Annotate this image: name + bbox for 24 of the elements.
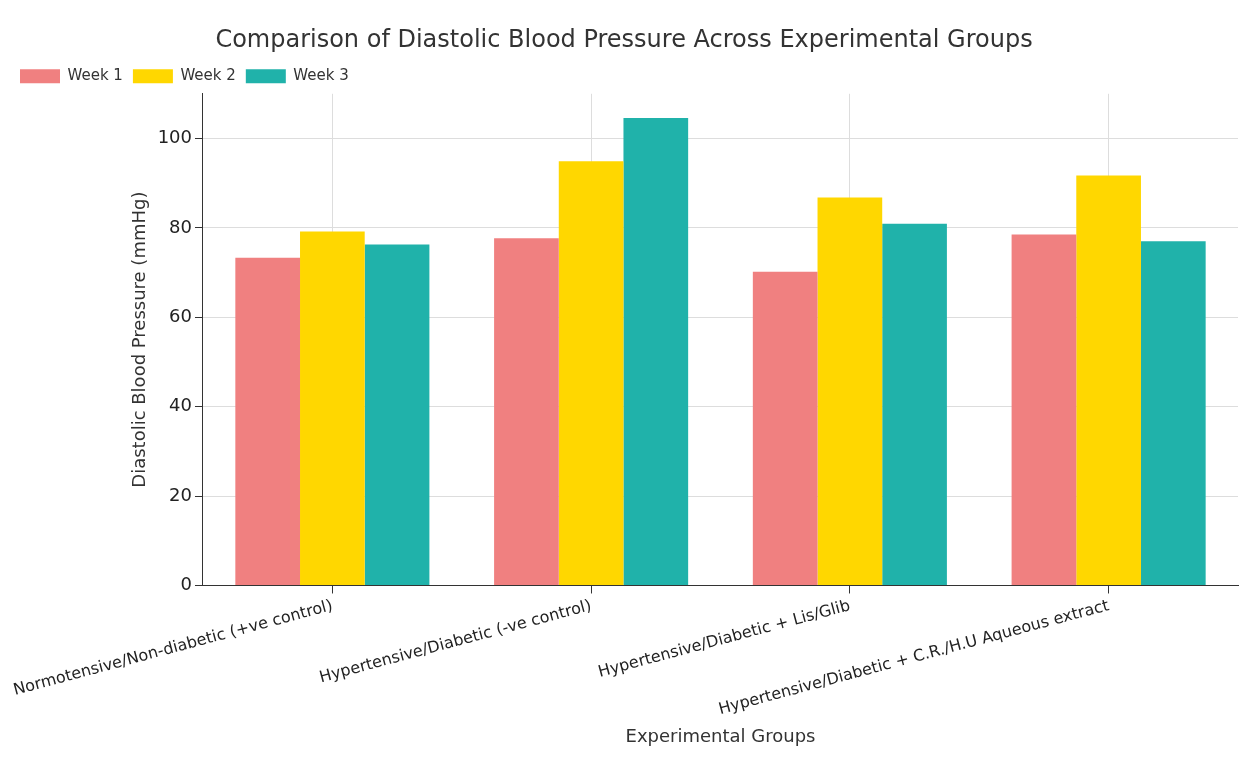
bar xyxy=(1011,234,1077,585)
y-tick-label: 40 xyxy=(169,394,192,416)
bar xyxy=(623,117,689,585)
y-tick-label: 20 xyxy=(169,483,192,505)
bar xyxy=(1076,175,1141,585)
y-axis-title: Diastolic Blood Pressure (mmHg) xyxy=(127,191,149,488)
bar xyxy=(882,223,947,585)
bar xyxy=(558,161,624,585)
bar xyxy=(1140,241,1206,585)
bar xyxy=(817,197,883,585)
y-tick-label: 80 xyxy=(169,215,192,237)
legend-label: Week 1 xyxy=(67,66,123,85)
legend-label: Week 3 xyxy=(293,66,349,85)
y-tick-label: 100 xyxy=(157,126,192,148)
chart-title: Comparison of Diastolic Blood Pressure Across Experimental Groups xyxy=(215,24,1033,53)
bar xyxy=(494,238,559,585)
bar xyxy=(300,231,365,585)
bar xyxy=(364,244,430,585)
x-axis-title: Experimental Groups xyxy=(625,724,816,746)
bar xyxy=(752,271,818,585)
bar xyxy=(235,257,301,585)
y-tick-label: 0 xyxy=(180,573,192,595)
y-tick-label: 60 xyxy=(169,304,192,326)
legend-label: Week 2 xyxy=(180,66,236,85)
